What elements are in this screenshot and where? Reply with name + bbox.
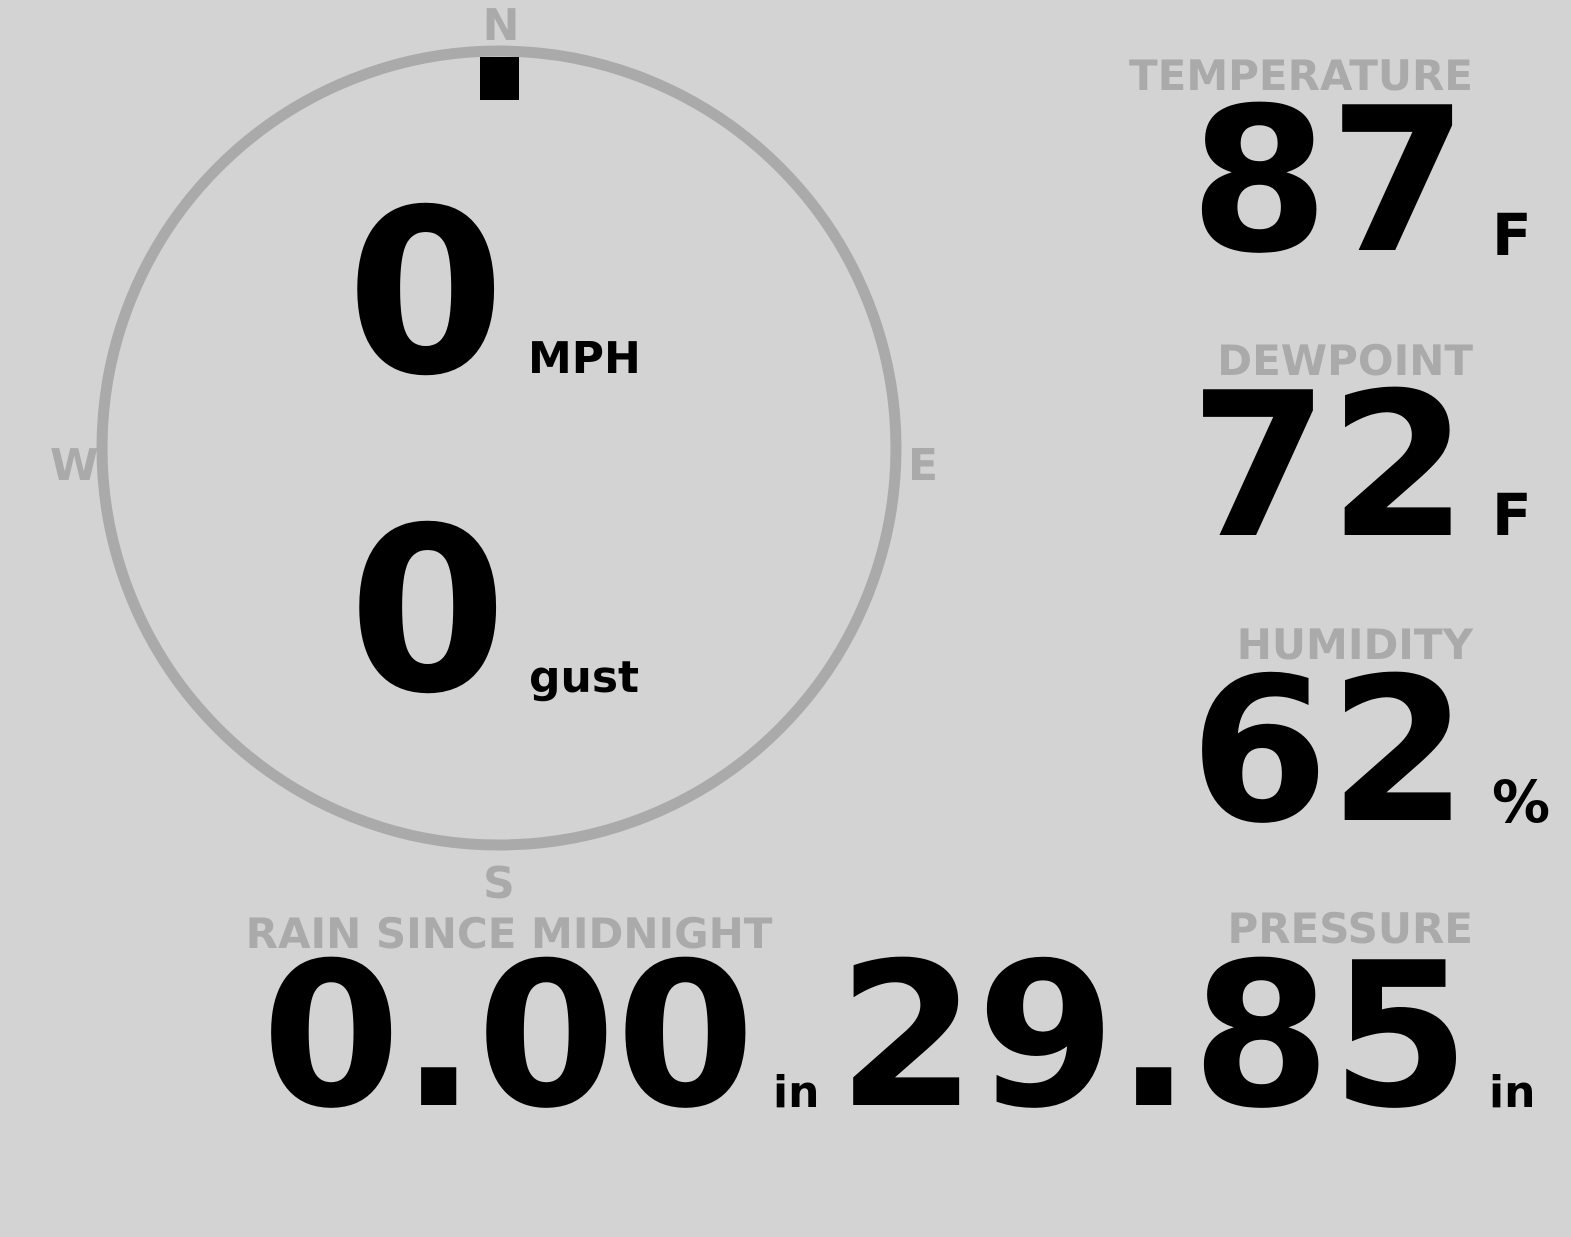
compass-west: W [50,440,99,491]
wind-speed-unit: MPH [528,333,641,384]
compass-south: S [483,858,515,909]
dewpoint-label: DEWPOINT [1217,336,1473,385]
wind-compass: N S E W 0 MPH 0 gust [50,0,938,909]
dewpoint-unit: F [1492,481,1532,549]
wind-speed-value: 0 [346,160,505,426]
temperature-panel: TEMPERATURE 87 F [1129,51,1532,298]
rain-unit: in [773,1067,819,1118]
humidity-panel: HUMIDITY 62 % [1190,620,1550,868]
pressure-unit: in [1489,1067,1535,1118]
wind-direction-pointer [480,57,519,100]
humidity-label: HUMIDITY [1237,620,1474,669]
wind-gust-value: 0 [348,478,507,744]
dewpoint-value: 72 [1190,350,1468,583]
pressure-label: PRESSURE [1227,904,1473,953]
temperature-label: TEMPERATURE [1129,51,1473,100]
humidity-unit: % [1492,768,1550,836]
compass-north: N [483,0,520,51]
wind-gust-label: gust [529,652,639,703]
temperature-value: 87 [1190,65,1468,298]
temperature-unit: F [1492,201,1532,269]
pressure-panel: PRESSURE 29.85 in [837,904,1535,1153]
pressure-value: 29.85 [837,920,1470,1153]
compass-ring [96,45,902,851]
rain-label: RAIN SINCE MIDNIGHT [246,909,773,958]
humidity-value: 62 [1190,635,1468,868]
rain-value: 0.00 [262,920,755,1153]
compass-east: E [908,440,938,491]
rain-panel: RAIN SINCE MIDNIGHT 0.00 in [246,909,820,1153]
dewpoint-panel: DEWPOINT 72 F [1190,336,1532,583]
